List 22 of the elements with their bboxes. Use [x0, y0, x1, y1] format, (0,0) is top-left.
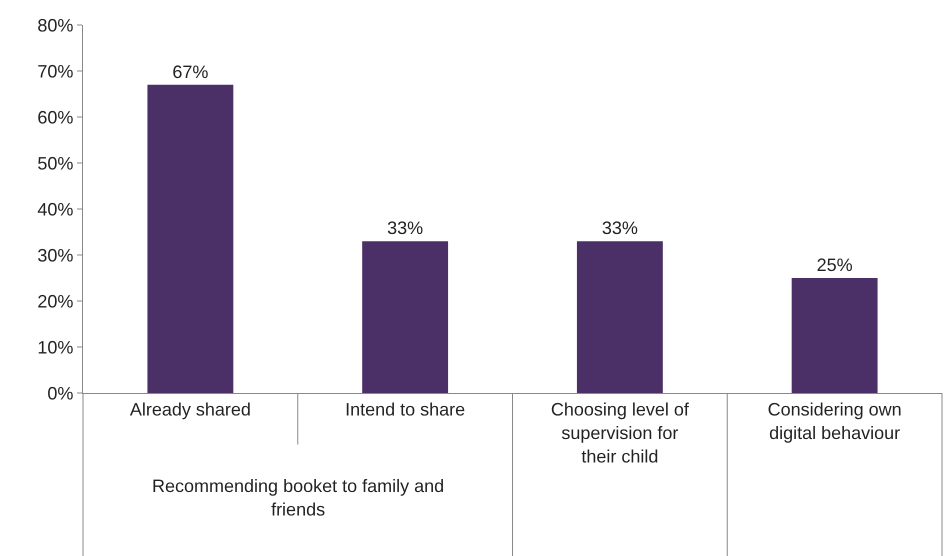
data-label: 33%	[387, 218, 424, 238]
y-tick-label: 70%	[37, 61, 74, 82]
y-tick-label: 30%	[37, 245, 74, 266]
bar	[792, 278, 878, 393]
data-label: 25%	[816, 255, 853, 275]
bar	[576, 241, 663, 393]
y-tick-label: 0%	[47, 383, 74, 404]
y-tick-label: 60%	[37, 107, 74, 128]
data-label: 33%	[602, 218, 638, 238]
y-tick-label: 40%	[37, 199, 74, 220]
y-tick-label: 10%	[37, 337, 74, 358]
bar	[147, 84, 234, 393]
x-tick-label: Choosing level of supervision for their child	[550, 400, 690, 466]
x-tick-label: Intend to share	[345, 400, 466, 420]
x-tick-label: Considering own digital behaviour	[768, 400, 902, 443]
bar	[362, 241, 448, 393]
data-label: 67%	[172, 62, 208, 82]
text: Recommending booket to family and friends	[152, 476, 444, 520]
y-tick-label: 50%	[37, 153, 74, 174]
y-tick-label: 20%	[37, 291, 74, 312]
x-tick-label: Already shared	[130, 400, 251, 420]
y-tick-label: 80%	[37, 15, 74, 36]
